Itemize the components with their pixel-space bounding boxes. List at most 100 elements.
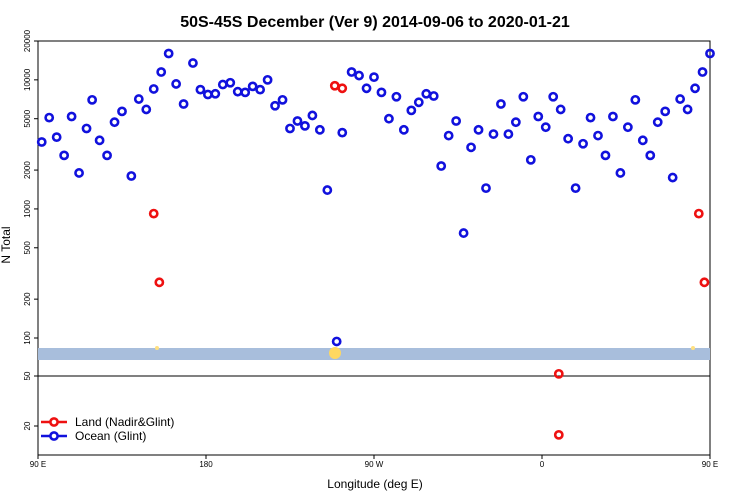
ocean-point bbox=[225, 77, 236, 88]
ocean-point bbox=[141, 104, 152, 115]
legend-marker bbox=[49, 431, 59, 441]
y-tick-label: 10000 bbox=[23, 68, 32, 91]
ocean-point bbox=[705, 48, 715, 59]
y-tick-label: 500 bbox=[23, 241, 32, 255]
ocean-point bbox=[637, 135, 648, 146]
ocean-point bbox=[59, 150, 70, 161]
ocean-point bbox=[346, 67, 357, 77]
ocean-point bbox=[171, 79, 182, 89]
ocean-point bbox=[593, 130, 603, 141]
ocean-point bbox=[481, 183, 491, 193]
land-point bbox=[154, 277, 165, 288]
ocean-point bbox=[74, 168, 84, 178]
ocean-point bbox=[540, 122, 551, 133]
ocean-point bbox=[675, 94, 686, 104]
ocean-point bbox=[331, 336, 342, 347]
ocean-point bbox=[391, 91, 402, 102]
y-tick-label: 20 bbox=[23, 421, 32, 430]
ocean-point bbox=[682, 104, 693, 115]
land-point bbox=[553, 368, 564, 379]
ocean-point bbox=[652, 117, 663, 128]
ocean-point bbox=[217, 79, 228, 90]
ocean-point bbox=[94, 135, 105, 146]
ocean-point bbox=[600, 150, 611, 161]
yellow-mark bbox=[329, 347, 341, 359]
ocean-point bbox=[525, 154, 536, 165]
land-point bbox=[699, 277, 710, 288]
land-point bbox=[337, 83, 348, 94]
ocean-point bbox=[195, 84, 206, 95]
legend: Land (Nadir&Glint)Ocean (Glint) bbox=[41, 415, 174, 443]
ocean-point bbox=[262, 74, 273, 85]
chart-title: 50S-45S December (Ver 9) 2014-09-06 to 2… bbox=[180, 14, 570, 31]
ocean-point bbox=[314, 124, 325, 135]
ocean-point bbox=[361, 83, 372, 94]
legend-label: Land (Nadir&Glint) bbox=[75, 415, 174, 429]
ocean-point bbox=[518, 91, 529, 102]
ocean-point bbox=[458, 228, 469, 238]
y-tick-label: 5000 bbox=[23, 109, 32, 127]
ocean-point bbox=[210, 88, 221, 99]
land-point bbox=[148, 208, 159, 219]
ocean-point bbox=[630, 94, 641, 105]
y-tick-label: 100 bbox=[23, 331, 32, 345]
x-tick-label: 0 bbox=[540, 460, 545, 469]
ocean-point bbox=[354, 70, 364, 81]
x-tick-label: 90 E bbox=[30, 460, 46, 469]
y-tick-label: 2000 bbox=[23, 161, 32, 179]
ocean-point bbox=[451, 116, 462, 126]
ocean-point bbox=[466, 142, 476, 153]
land-point bbox=[693, 208, 704, 219]
ocean-point bbox=[148, 84, 159, 94]
ocean-point bbox=[533, 111, 544, 122]
land-point bbox=[553, 429, 564, 440]
ocean-point bbox=[421, 88, 432, 99]
ocean-point bbox=[178, 99, 189, 109]
ocean-point bbox=[488, 129, 499, 139]
legend-marker bbox=[49, 417, 59, 427]
ocean-point bbox=[667, 172, 678, 183]
ocean-point bbox=[133, 94, 144, 104]
ocean-point bbox=[337, 127, 348, 138]
ocean-point bbox=[496, 99, 506, 109]
ocean-point bbox=[510, 117, 521, 128]
ocean-point bbox=[109, 117, 120, 128]
ocean-point bbox=[102, 150, 112, 161]
ocean-point bbox=[622, 122, 633, 133]
ocean-point bbox=[555, 104, 566, 115]
y-tick-label: 1000 bbox=[23, 199, 32, 217]
land-point bbox=[329, 80, 340, 91]
yellow-marks bbox=[155, 346, 695, 359]
y-axis-label: N Total bbox=[0, 226, 13, 263]
ocean-point bbox=[247, 81, 258, 92]
ocean-point bbox=[615, 168, 626, 178]
x-tick-label: 90 W bbox=[365, 460, 384, 469]
ocean-point bbox=[413, 97, 424, 108]
y-tick-label: 20000 bbox=[23, 29, 32, 52]
x-axis-label: Longitude (deg E) bbox=[327, 477, 422, 491]
ocean-point bbox=[292, 116, 303, 126]
ocean-point bbox=[232, 86, 243, 97]
ocean-point bbox=[660, 106, 671, 117]
ocean-point bbox=[585, 112, 596, 123]
ocean-point bbox=[188, 58, 198, 68]
ocean-point bbox=[285, 123, 295, 134]
ocean-point bbox=[570, 183, 581, 193]
ocean-point bbox=[369, 72, 379, 83]
ocean-point bbox=[645, 150, 656, 161]
ocean-point bbox=[608, 111, 618, 122]
ocean-point bbox=[473, 124, 484, 135]
ocean-point bbox=[436, 161, 447, 171]
ocean-point bbox=[36, 137, 47, 147]
ocean-point bbox=[578, 138, 588, 149]
ocean-point bbox=[697, 67, 708, 77]
ocean-point bbox=[156, 67, 167, 77]
x-axis-ticks: 90 E 180 90 W 0 90 E bbox=[30, 455, 718, 469]
ocean-point bbox=[81, 123, 92, 134]
y-axis-ticks: 100 200 500 1000 2000 5000 10000 20000 20 50 bbox=[23, 29, 38, 430]
ocean-point bbox=[428, 91, 439, 101]
ocean-point bbox=[563, 133, 574, 144]
x-tick-label: 180 bbox=[199, 460, 213, 469]
data-band bbox=[38, 348, 710, 360]
